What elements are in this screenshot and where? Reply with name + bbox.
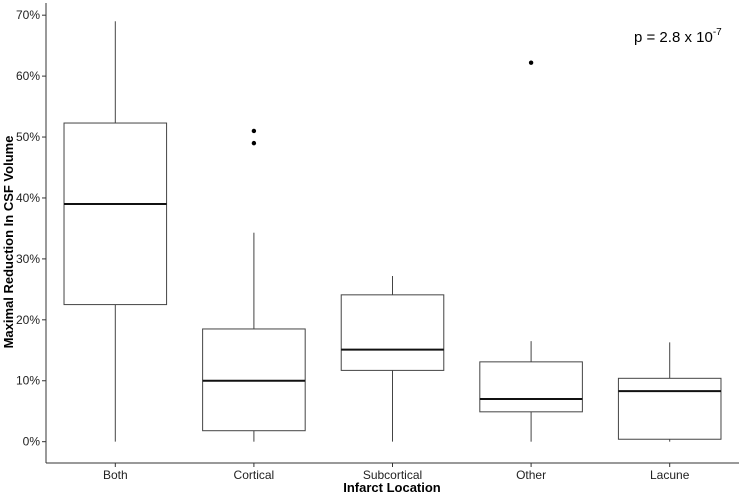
y-tick-label-30: 30% [16, 252, 40, 266]
box-group-cortical [202, 128, 306, 442]
y-tick-label-0: 0% [23, 435, 41, 449]
box-group-lacune [617, 342, 722, 442]
y-tick-label-20: 20% [16, 313, 40, 327]
y-tick-label-60: 60% [16, 69, 40, 83]
outlier-point-cortical-1 [251, 140, 257, 146]
p-value-exponent: -7 [713, 27, 722, 38]
y-tick-label-70: 70% [16, 8, 40, 22]
p-value-text: p = 2.8 x 10 [634, 29, 713, 46]
box-group-other [479, 60, 583, 442]
y-axis-title: Maximal Reduction In CSF Volume [1, 136, 16, 349]
box-other [479, 361, 583, 413]
x-tick-label-other: Other [516, 468, 546, 482]
axes: 0% 10% 20% 30% 40% 50% 60% 70% Both Cortical Subco… [16, 3, 739, 482]
plot-area [63, 21, 722, 442]
outlier-point-cortical-0 [251, 128, 257, 134]
box-group-both [63, 21, 168, 442]
y-tick-label-40: 40% [16, 191, 40, 205]
box-lacune [617, 377, 722, 440]
x-axis-title: Infarct Location [343, 480, 441, 495]
box-both [63, 122, 168, 306]
y-tick-label-50: 50% [16, 130, 40, 144]
box-group-subcortical [340, 275, 445, 442]
x-tick-label-lacune: Lacune [650, 468, 690, 482]
x-tick-label-both: Both [103, 468, 128, 482]
y-tick-label-10: 10% [16, 374, 40, 388]
box-subcortical [340, 294, 445, 371]
x-tick-label-subcortical: Subcortical [363, 468, 422, 482]
outlier-point-other-0 [528, 60, 534, 65]
p-value-annotation: p = 2.8 x 10-7 [634, 27, 722, 46]
x-tick-label-cortical: Cortical [234, 468, 275, 482]
